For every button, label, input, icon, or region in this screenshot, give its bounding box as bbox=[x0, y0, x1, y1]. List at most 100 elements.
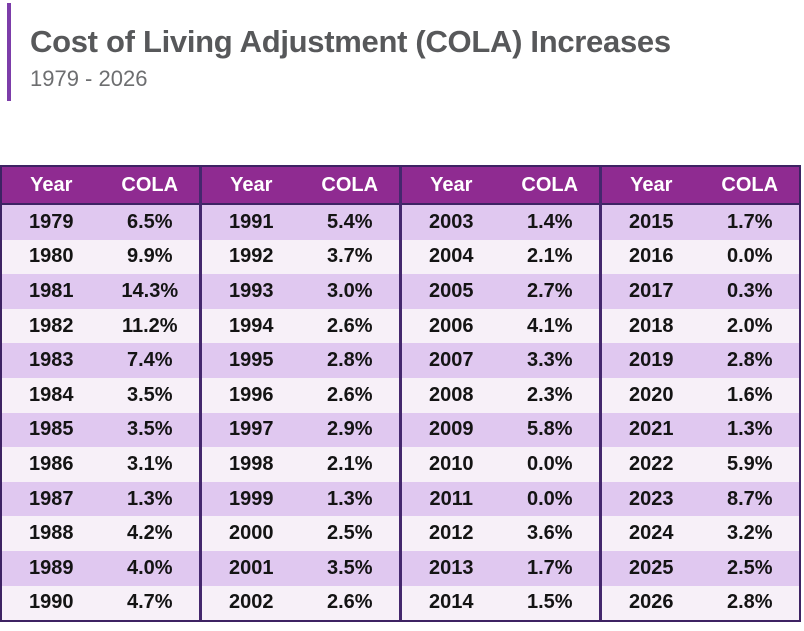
table-column-group: Year COLA 2003 1.4% 2004 2.1% 2005 2.7% 2006 4.1%… bbox=[399, 167, 599, 621]
year-cell: 2016 bbox=[629, 245, 674, 268]
table-row: 2013 1.7% bbox=[402, 550, 599, 586]
table-row: 2022 5.9% bbox=[602, 447, 799, 482]
year-cell: 1997 bbox=[229, 418, 274, 441]
year-cell: 1979 bbox=[29, 210, 74, 233]
table-row: 2007 3.3% bbox=[402, 343, 599, 378]
cola-cell: 4.7% bbox=[126, 591, 173, 614]
year-cell: 1998 bbox=[229, 452, 274, 475]
cola-cell: 0.0% bbox=[726, 245, 773, 268]
cola-cell: 14.3% bbox=[121, 279, 179, 302]
cola-cell: 2.1% bbox=[326, 452, 373, 475]
cola-cell: 4.2% bbox=[126, 522, 173, 545]
year-cell: 1982 bbox=[29, 314, 74, 337]
table-row: 2020 1.6% bbox=[602, 377, 799, 413]
table-row: 2014 1.5% bbox=[402, 585, 599, 621]
year-cell: 1990 bbox=[29, 591, 74, 614]
table-row: 1996 2.6% bbox=[202, 377, 399, 413]
table-row: 1999 1.3% bbox=[202, 481, 399, 517]
table-header-row: Year COLA bbox=[602, 167, 799, 205]
year-cell: 2000 bbox=[229, 522, 274, 545]
cola-cell: 9.9% bbox=[126, 245, 173, 268]
cola-cell: 2.8% bbox=[726, 591, 773, 614]
table-row: 2015 1.7% bbox=[602, 205, 799, 240]
table-row: 1997 2.9% bbox=[202, 412, 399, 448]
table-row: 1985 3.5% bbox=[2, 412, 199, 448]
column-header-cola: COLA bbox=[321, 173, 379, 196]
table-row: 1983 7.4% bbox=[2, 343, 199, 378]
cola-cell: 2.5% bbox=[326, 522, 373, 545]
cola-cell: 3.2% bbox=[726, 522, 773, 545]
year-cell: 2005 bbox=[429, 279, 474, 302]
table-row: 1991 5.4% bbox=[202, 205, 399, 240]
page-header: Cost of Living Adjustment (COLA) Increas… bbox=[0, 0, 804, 150]
cola-cell: 3.5% bbox=[126, 418, 173, 441]
cola-cell: 2.1% bbox=[526, 245, 573, 268]
cola-cell: 1.3% bbox=[726, 418, 773, 441]
table-row: 2001 3.5% bbox=[202, 550, 399, 586]
cola-cell: 5.8% bbox=[526, 418, 573, 441]
cola-cell: 6.5% bbox=[126, 210, 173, 233]
year-cell: 1986 bbox=[29, 452, 74, 475]
table-row: 2003 1.4% bbox=[402, 205, 599, 240]
table-column-group: Year COLA 2015 1.7% 2016 0.0% 2017 0.3% 2018 2.0%… bbox=[599, 167, 799, 621]
cola-cell: 4.1% bbox=[526, 314, 573, 337]
table-row: 1998 2.1% bbox=[202, 447, 399, 482]
cola-cell: 1.7% bbox=[726, 210, 773, 233]
table-row: 2005 2.7% bbox=[402, 274, 599, 309]
table-column-group: Year COLA 1991 5.4% 1992 3.7% 1993 3.0% 1994 2.6%… bbox=[199, 167, 399, 621]
year-cell: 1995 bbox=[229, 349, 274, 372]
cola-cell: 0.3% bbox=[726, 279, 773, 302]
table-row: 1980 9.9% bbox=[2, 239, 199, 275]
cola-cell: 3.7% bbox=[326, 245, 373, 268]
table-row: 2023 8.7% bbox=[602, 481, 799, 517]
cola-cell: 1.3% bbox=[326, 487, 373, 510]
year-cell: 2009 bbox=[429, 418, 474, 441]
year-cell: 1991 bbox=[229, 210, 274, 233]
year-cell: 1999 bbox=[229, 487, 274, 510]
table-header-row: Year COLA bbox=[2, 167, 199, 205]
table-row: 1981 14.3% bbox=[2, 274, 199, 309]
column-header-year: Year bbox=[230, 173, 273, 196]
column-header-year: Year bbox=[30, 173, 73, 196]
table-row: 2021 1.3% bbox=[602, 412, 799, 448]
table-row: 1979 6.5% bbox=[2, 205, 199, 240]
cola-cell: 3.6% bbox=[526, 522, 573, 545]
cola-cell: 3.5% bbox=[126, 383, 173, 406]
column-header-cola: COLA bbox=[721, 173, 779, 196]
year-cell: 1983 bbox=[29, 349, 74, 372]
cola-cell: 4.0% bbox=[126, 556, 173, 579]
year-cell: 1984 bbox=[29, 383, 74, 406]
cola-cell: 5.4% bbox=[326, 210, 373, 233]
table-row: 1992 3.7% bbox=[202, 239, 399, 275]
year-cell: 2014 bbox=[429, 591, 474, 614]
year-cell: 2008 bbox=[429, 383, 474, 406]
table-row: 2024 3.2% bbox=[602, 516, 799, 551]
year-cell: 2017 bbox=[629, 279, 674, 302]
cola-cell: 2.8% bbox=[726, 349, 773, 372]
column-header-cola: COLA bbox=[521, 173, 579, 196]
year-cell: 2023 bbox=[629, 487, 674, 510]
title-block: Cost of Living Adjustment (COLA) Increas… bbox=[30, 24, 671, 92]
year-cell: 1987 bbox=[29, 487, 74, 510]
year-cell: 1989 bbox=[29, 556, 74, 579]
table-header-row: Year COLA bbox=[202, 167, 399, 205]
table-row: 2009 5.8% bbox=[402, 412, 599, 448]
table-header-row: Year COLA bbox=[402, 167, 599, 205]
cola-cell: 2.8% bbox=[326, 349, 373, 372]
cola-cell: 2.6% bbox=[326, 383, 373, 406]
table-row: 2002 2.6% bbox=[202, 585, 399, 621]
year-cell: 2021 bbox=[629, 418, 674, 441]
year-cell: 2024 bbox=[629, 522, 674, 545]
cola-cell: 1.4% bbox=[526, 210, 573, 233]
table-row: 2016 0.0% bbox=[602, 239, 799, 275]
page-subtitle: 1979 - 2026 bbox=[30, 65, 148, 91]
table-row: 2000 2.5% bbox=[202, 516, 399, 551]
cola-cell: 2.6% bbox=[326, 591, 373, 614]
table-row: 1995 2.8% bbox=[202, 343, 399, 378]
table-row: 1989 4.0% bbox=[2, 550, 199, 586]
table-column-group: Year COLA 1979 6.5% 1980 9.9% 1981 14.3% 1982 11.… bbox=[2, 167, 199, 621]
table-row: 2019 2.8% bbox=[602, 343, 799, 378]
table-row: 1986 3.1% bbox=[2, 447, 199, 482]
year-cell: 1996 bbox=[229, 383, 274, 406]
year-cell: 2013 bbox=[429, 556, 474, 579]
